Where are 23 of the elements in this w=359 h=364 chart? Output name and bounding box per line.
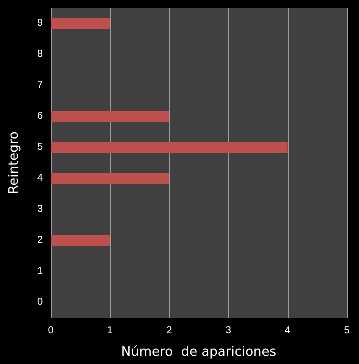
bar [51, 18, 110, 29]
y-tick-label: 8 [37, 49, 44, 60]
y-tick-label: 3 [37, 204, 44, 215]
x-tick-label: 1 [107, 326, 114, 336]
x-axis-title: Número de apariciones [121, 345, 277, 360]
y-tick-label: 1 [37, 266, 44, 277]
y-tick-label: 6 [37, 111, 44, 122]
x-tick-label: 2 [166, 326, 173, 336]
bar [51, 111, 170, 122]
bar [51, 173, 170, 184]
y-tick-label: 7 [37, 80, 44, 91]
x-tick-label: 4 [285, 326, 292, 336]
y-axis-title: Reintegro [7, 132, 22, 194]
y-tick-label: 0 [37, 297, 44, 308]
bar [51, 235, 110, 246]
y-tick-label: 4 [37, 173, 44, 184]
x-tick-label: 0 [48, 326, 54, 336]
bar [51, 142, 288, 153]
y-tick-label: 5 [37, 142, 44, 153]
y-tick-label: 2 [37, 235, 44, 246]
x-tick-label: 5 [344, 326, 350, 336]
y-tick-label: 9 [37, 18, 44, 29]
x-tick-label: 3 [226, 326, 232, 336]
